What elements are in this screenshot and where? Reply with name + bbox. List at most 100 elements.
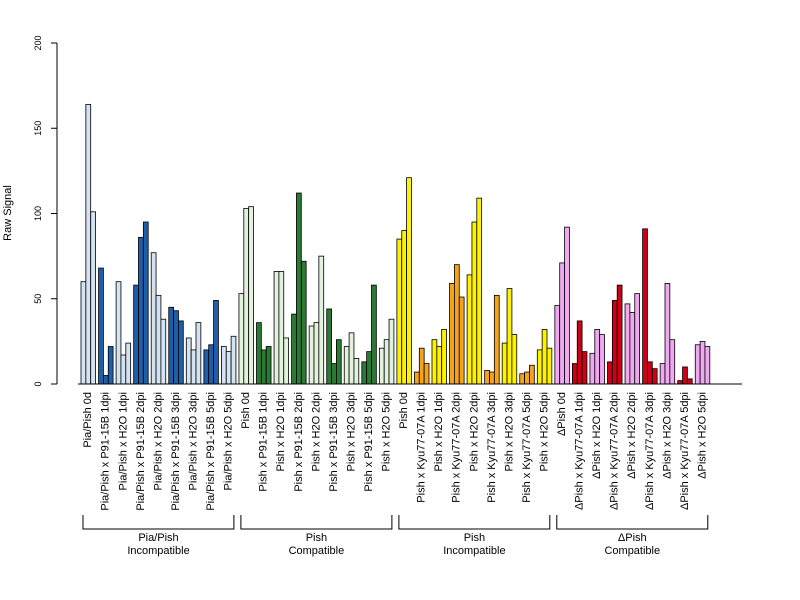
bar <box>203 349 210 385</box>
group-sublabel: Compatible <box>289 545 345 557</box>
group-label: Pia/Pish <box>138 532 178 544</box>
bar <box>238 293 245 385</box>
bar <box>541 329 548 385</box>
x-tick-label: Pish x H2O 3dpi <box>345 392 357 471</box>
x-tick-label: ΔPish 0d <box>556 392 568 436</box>
bar <box>536 349 543 385</box>
bar <box>401 230 407 385</box>
bar <box>383 339 390 385</box>
bar <box>300 260 307 385</box>
bar <box>125 342 132 385</box>
x-tick-label: Pish x P91-15B 1dpi <box>258 392 270 492</box>
x-tick-label: Pish 0d <box>240 392 252 429</box>
bar <box>168 306 174 385</box>
x-tick-label: Pish x P91-15B 3dpi <box>328 392 340 492</box>
bar <box>501 342 508 385</box>
bar <box>366 351 372 385</box>
x-tick-label: Pish x P91-15B 5dpi <box>363 392 375 492</box>
y-tick-label: 50 <box>33 294 43 304</box>
group-bracket <box>82 515 235 530</box>
x-tick-label: Pish x Kyu77-07A 3dpi <box>486 392 498 503</box>
bar <box>453 264 460 385</box>
bar <box>704 346 711 385</box>
bar <box>225 351 232 385</box>
bar <box>599 334 605 385</box>
bar <box>348 332 355 385</box>
bar <box>291 313 297 385</box>
y-tick-label: 150 <box>33 121 43 136</box>
bar <box>489 371 495 385</box>
bar <box>195 322 202 385</box>
bar <box>634 293 640 385</box>
x-tick-label: Pish x H2O 1dpi <box>433 392 445 471</box>
bar <box>554 305 561 385</box>
bar <box>572 363 578 385</box>
x-tick-label: ΔPish x H2O 2dpi <box>626 392 638 479</box>
x-tick-label: Pish x P91-15B 2dpi <box>293 392 305 492</box>
x-tick-label: ΔPish x H2O 3dpi <box>661 392 673 479</box>
group-bracket <box>240 515 393 530</box>
bar <box>256 322 262 385</box>
x-tick-label: ΔPish x H2O 5dpi <box>696 392 708 479</box>
x-tick-label: Pish x H2O 5dpi <box>538 392 550 471</box>
bar <box>493 294 500 385</box>
group-bracket <box>398 515 551 530</box>
y-axis-label: Raw Signal <box>2 185 14 241</box>
bar <box>423 363 430 385</box>
bar <box>664 282 671 385</box>
bar <box>103 375 109 385</box>
x-tick-label: Pia/Pish x H2O 5dpi <box>223 392 235 490</box>
bar <box>371 284 377 385</box>
group-brackets: Pia/PishIncompatiblePishCompatiblePishIn… <box>82 515 709 557</box>
bar <box>471 221 478 385</box>
bar <box>220 346 227 385</box>
bar <box>331 363 337 385</box>
bar <box>133 284 139 385</box>
bar <box>616 284 623 385</box>
bar <box>414 371 420 385</box>
bar <box>519 373 525 385</box>
x-tick-label: Pish x Kyu77-07A 2dpi <box>451 392 463 503</box>
bar <box>243 207 250 385</box>
bar <box>406 177 412 385</box>
bar <box>361 361 368 385</box>
y-tick-label: 200 <box>33 35 43 50</box>
bar <box>524 371 530 385</box>
bar <box>185 337 192 385</box>
bar <box>283 337 289 385</box>
bar <box>98 267 104 385</box>
x-tick-label: ΔPish x H2O 1dpi <box>591 392 603 479</box>
x-tick-label: Pia/Pish x P91-15B 1dpi <box>100 392 112 511</box>
bar <box>466 274 473 385</box>
bar <box>441 329 447 385</box>
bar <box>642 228 648 385</box>
bar <box>230 335 237 385</box>
x-tick-label: ΔPish x Kyu77-07A 3dpi <box>644 392 656 510</box>
x-tick-label: Pia/Pish x P91-15B 3dpi <box>170 392 182 511</box>
bar <box>436 346 443 385</box>
bar <box>208 344 214 385</box>
bar <box>396 238 403 385</box>
bar <box>273 271 280 385</box>
bar <box>142 221 149 385</box>
x-tick-label: Pish x H2O 3dpi <box>503 392 515 471</box>
group-sublabel: Compatible <box>604 545 660 557</box>
group-bracket <box>556 515 709 530</box>
bar <box>90 211 96 385</box>
bar <box>624 303 631 385</box>
x-tick-label: ΔPish x Kyu77-07A 1dpi <box>574 392 586 510</box>
x-tick-label: Pish x Kyu77-07A 5dpi <box>521 392 533 503</box>
bar <box>699 340 706 385</box>
bar <box>313 322 320 385</box>
bar <box>564 226 570 385</box>
x-tick-label: Pia/Pish x P91-15B 2dpi <box>135 392 147 511</box>
bar <box>607 361 613 385</box>
bar <box>378 347 385 385</box>
bar <box>335 339 342 385</box>
x-tick-label: Pia/Pish x H2O 2dpi <box>152 392 164 490</box>
x-tick-label: Pish x H2O 5dpi <box>381 392 393 471</box>
bar <box>343 346 350 385</box>
group-label: ΔPish <box>618 532 647 544</box>
bar <box>484 369 490 385</box>
bar <box>458 296 465 385</box>
